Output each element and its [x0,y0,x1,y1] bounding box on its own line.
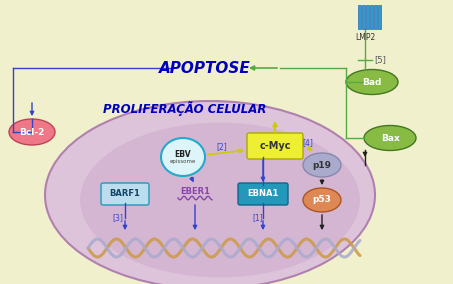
Bar [358,5,361,29]
Text: p19: p19 [313,160,332,170]
FancyBboxPatch shape [238,183,288,205]
Text: LMP2: LMP2 [355,33,375,42]
Text: epissome: epissome [170,158,196,164]
FancyBboxPatch shape [247,133,303,159]
Text: [4]: [4] [303,139,313,147]
Text: Bax: Bax [381,133,400,143]
Text: EBV: EBV [175,149,191,158]
Text: [2]: [2] [217,143,227,151]
Text: EBNA1: EBNA1 [247,189,279,199]
Ellipse shape [161,138,205,176]
Ellipse shape [364,126,416,151]
Text: c-Myc: c-Myc [259,141,291,151]
Text: APOPTOSE: APOPTOSE [159,60,251,76]
Bar [370,5,373,29]
Bar [362,5,365,29]
Bar [374,5,377,29]
Ellipse shape [9,119,55,145]
Bar [366,5,369,29]
Ellipse shape [303,188,341,212]
Ellipse shape [45,101,375,284]
FancyBboxPatch shape [101,183,149,205]
Ellipse shape [303,153,341,177]
Text: Bad: Bad [362,78,382,87]
Text: Bcl-2: Bcl-2 [19,128,45,137]
Text: PROLIFERAÇÃO CELULAR: PROLIFERAÇÃO CELULAR [103,101,267,116]
Text: p53: p53 [313,195,332,204]
Ellipse shape [80,122,360,277]
Ellipse shape [346,70,398,95]
Bar [378,5,381,29]
Text: [3]: [3] [112,214,123,222]
Text: EBER1: EBER1 [180,187,210,197]
Text: [1]: [1] [253,214,263,222]
Text: [5]: [5] [374,55,386,64]
Text: BARF1: BARF1 [110,189,140,199]
